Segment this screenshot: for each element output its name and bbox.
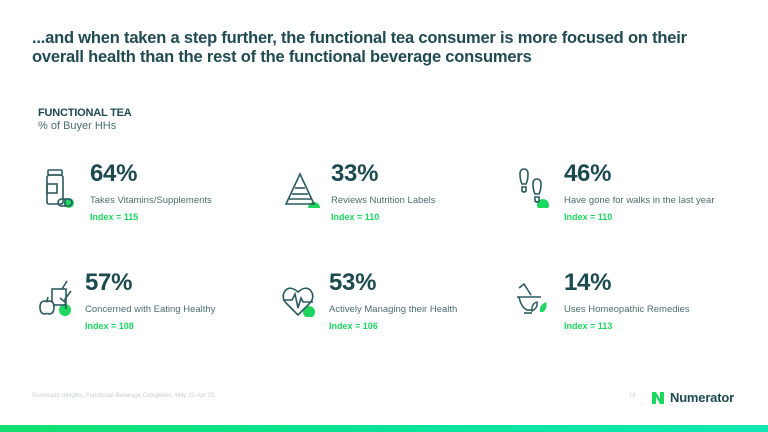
stat-index: Index = 110 bbox=[331, 212, 380, 222]
section-title: FUNCTIONAL TEA bbox=[38, 107, 132, 119]
stat-label: Concerned with Eating Healthy bbox=[85, 304, 216, 315]
stat-managing-health: 53% Actively Managing their Health Index… bbox=[282, 269, 512, 339]
stat-label: Takes Vitamins/Supplements bbox=[90, 195, 212, 206]
stat-label: Have gone for walks in the last year bbox=[564, 195, 715, 206]
page-number: 18 bbox=[629, 393, 636, 399]
stat-percentage: 53% bbox=[329, 269, 377, 296]
stat-eating-healthy: 57% Concerned with Eating Healthy Index … bbox=[38, 269, 268, 339]
source-note: Numerator Insights, Functional Beverage … bbox=[32, 393, 215, 399]
heartbeat-icon bbox=[282, 287, 315, 317]
stat-label: Actively Managing their Health bbox=[329, 304, 458, 315]
stat-homeopathic: 14% Uses Homeopathic Remedies Index = 11… bbox=[517, 269, 747, 339]
numerator-logo-icon bbox=[652, 391, 664, 404]
stat-percentage: 57% bbox=[85, 269, 133, 296]
stat-percentage: 46% bbox=[564, 160, 612, 187]
stat-index: Index = 113 bbox=[564, 321, 613, 331]
slide-headline: ...and when taken a step further, the fu… bbox=[32, 29, 687, 66]
stat-label: Reviews Nutrition Labels bbox=[331, 195, 436, 206]
stat-percentage: 64% bbox=[90, 160, 138, 187]
bottom-accent-bar bbox=[0, 425, 768, 432]
healthy-food-icon bbox=[39, 280, 72, 316]
stat-label: Uses Homeopathic Remedies bbox=[564, 304, 690, 315]
section-label: FUNCTIONAL TEA % of Buyer HHs bbox=[38, 107, 132, 133]
footprints-icon bbox=[519, 168, 549, 208]
stat-index: Index = 108 bbox=[85, 321, 134, 331]
stat-index: Index = 115 bbox=[90, 212, 139, 222]
stat-nutrition-labels: 33% Reviews Nutrition Labels Index = 110 bbox=[284, 160, 514, 230]
numerator-logo: Numerator bbox=[651, 390, 734, 405]
vitamin-bottle-icon bbox=[46, 169, 74, 208]
stat-index: Index = 106 bbox=[329, 321, 378, 331]
mortar-pestle-icon bbox=[517, 282, 547, 314]
food-pyramid-icon bbox=[284, 172, 320, 208]
section-subtitle: % of Buyer HHs bbox=[38, 120, 117, 132]
stat-vitamins: 64% Takes Vitamins/Supplements Index = 1… bbox=[43, 160, 273, 230]
brand-name: Numerator bbox=[670, 390, 734, 405]
stat-percentage: 33% bbox=[331, 160, 379, 187]
stat-walks: 46% Have gone for walks in the last year… bbox=[517, 160, 747, 230]
stat-percentage: 14% bbox=[564, 269, 612, 296]
stat-index: Index = 110 bbox=[564, 212, 613, 222]
